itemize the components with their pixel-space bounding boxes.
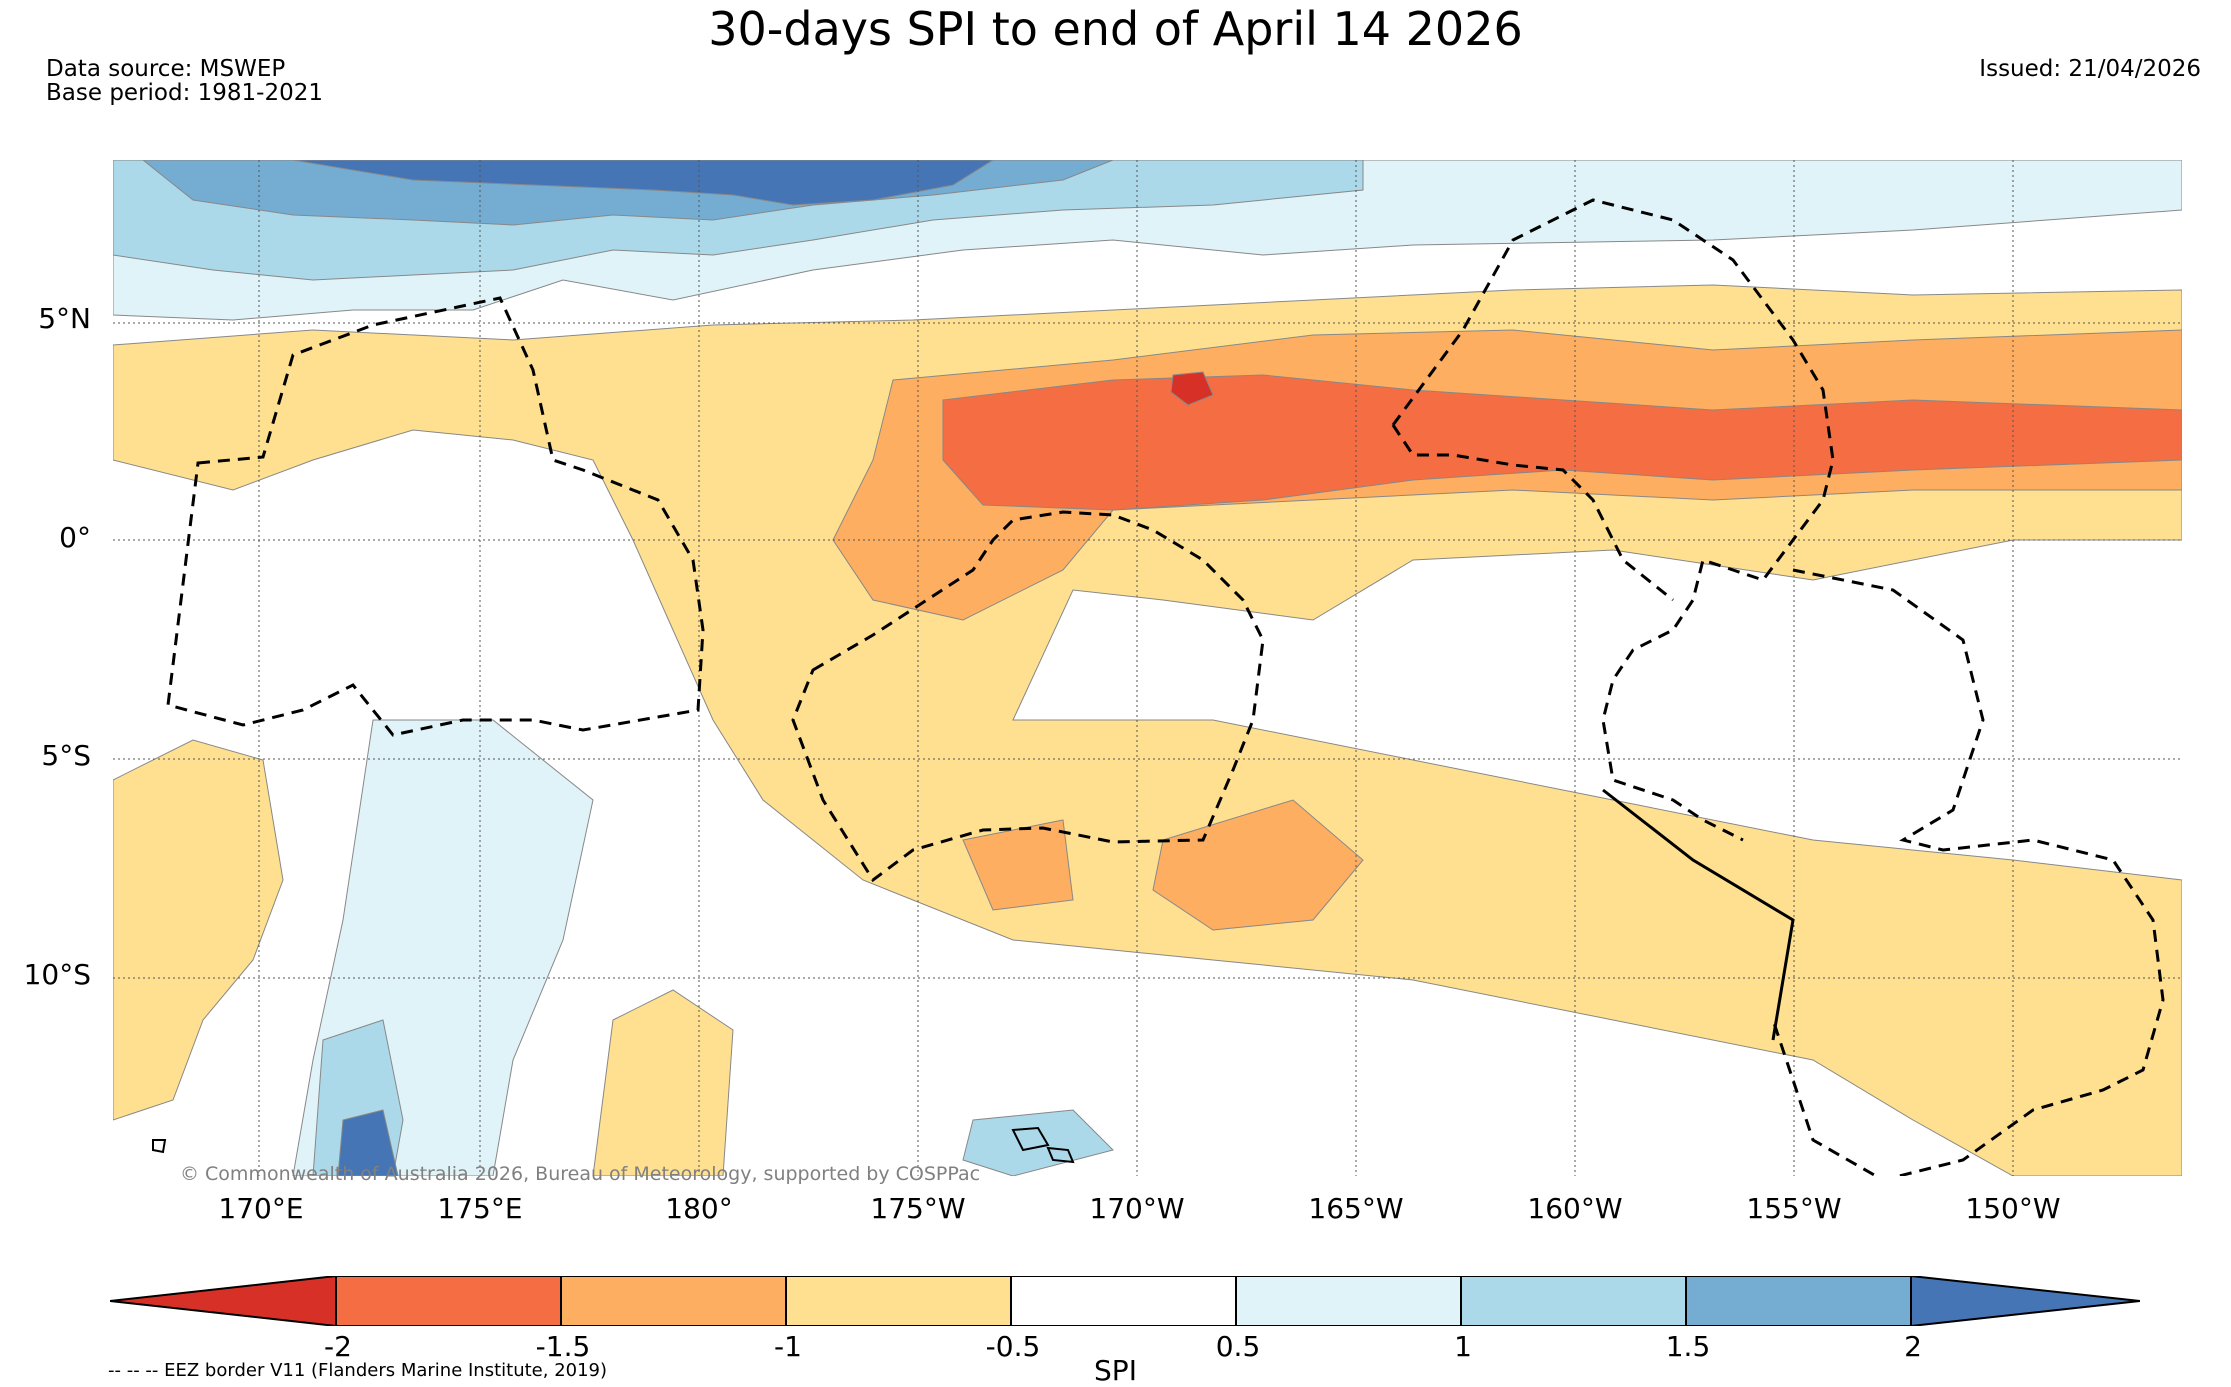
colorbar-tick-neg1-5: -1.5 xyxy=(535,1330,591,1363)
colorbar-tick-0-5: 0.5 xyxy=(1215,1330,1261,1363)
wet-region-north-severe xyxy=(292,160,994,206)
colorbar-tick-neg2: -2 xyxy=(324,1330,352,1363)
moderate-dry-south xyxy=(1152,799,1364,931)
lat-label-5n: 5°N xyxy=(38,302,91,335)
dry-belt xyxy=(113,284,2182,1176)
colorbar xyxy=(110,1276,2140,1326)
dry-belt-west-south xyxy=(113,739,284,1121)
map-title: 30-days SPI to end of April 14 2026 xyxy=(708,2,1523,56)
colorbar-bin-4 xyxy=(1010,1276,1237,1326)
dry-belt-west-mid xyxy=(592,989,734,1176)
copyright-notice: © Commonwealth of Australia 2026, Bureau… xyxy=(180,1163,981,1185)
extreme-dry-spot xyxy=(1170,371,1214,406)
colorbar-tick-2: 2 xyxy=(1904,1330,1922,1363)
colorbar-bin-2 xyxy=(560,1276,787,1326)
base-period-label: Base period: 1981-2021 xyxy=(46,80,324,106)
issued-date-label: Issued: 21/04/2026 xyxy=(1979,56,2201,82)
graticule xyxy=(113,160,2182,1176)
boundary-line xyxy=(1602,788,1795,1041)
lat-label-0: 0° xyxy=(59,521,91,554)
colorbar-tick-1: 1 xyxy=(1454,1330,1472,1363)
moderate-dry-southwest xyxy=(962,819,1074,911)
colorbar-tick-neg1: -1 xyxy=(774,1330,802,1363)
lon-label-175e: 175°E xyxy=(437,1192,523,1225)
lon-label-175w: 175°W xyxy=(870,1192,966,1225)
colorbar-bin-1 xyxy=(335,1276,562,1326)
colorbar-bin-7 xyxy=(1685,1276,1912,1326)
lat-label-10s: 10°S xyxy=(23,958,91,991)
eez-borders xyxy=(166,198,2165,1176)
lat-label-5s: 5°S xyxy=(41,739,91,772)
data-source-label: Data source: MSWEP xyxy=(46,56,286,82)
colorbar-bin-5 xyxy=(1235,1276,1462,1326)
colorbar-tick-1-5: 1.5 xyxy=(1665,1330,1711,1363)
colorbar-bin-3 xyxy=(785,1276,1012,1326)
lon-label-180: 180° xyxy=(665,1192,733,1225)
lon-label-165w: 165°W xyxy=(1308,1192,1404,1225)
colorbar-tick-neg0-5: -0.5 xyxy=(985,1330,1041,1363)
lon-label-160w: 160°W xyxy=(1527,1192,1623,1225)
lon-label-155w: 155°W xyxy=(1746,1192,1842,1225)
lon-label-170e: 170°E xyxy=(218,1192,304,1225)
islands xyxy=(152,1126,1075,1164)
eez-legend-note: -- -- -- EEZ border V11 (Flanders Marine… xyxy=(108,1360,608,1381)
colorbar-extend-low xyxy=(110,1276,337,1326)
very-dry-band xyxy=(942,374,2182,511)
wet-region-south-east xyxy=(962,1109,1114,1176)
lon-label-170w: 170°W xyxy=(1089,1192,1185,1225)
lon-label-150w: 150°W xyxy=(1965,1192,2061,1225)
colorbar-bin-6 xyxy=(1460,1276,1687,1326)
colorbar-extend-high xyxy=(1910,1276,2140,1326)
wet-region-south-strong xyxy=(337,1109,399,1176)
spi-map xyxy=(113,160,2182,1176)
